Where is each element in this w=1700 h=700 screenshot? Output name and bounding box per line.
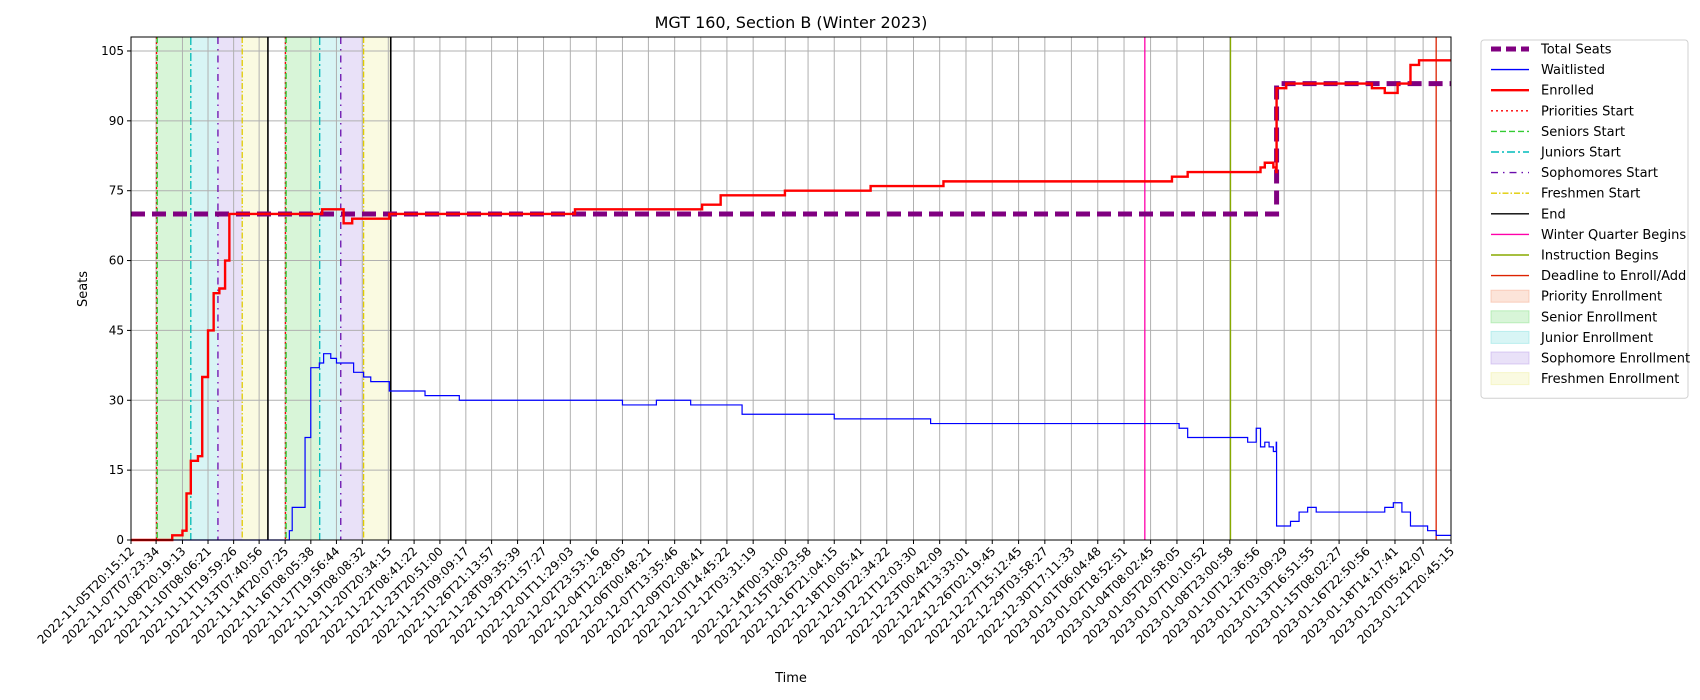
shade-junior-enrollment-0	[190, 37, 218, 540]
shade-senior-enrollment-1	[286, 37, 320, 540]
legend-label: Seniors Start	[1541, 125, 1625, 140]
legend-label: Enrolled	[1541, 84, 1594, 99]
legend-label: Senior Enrollment	[1541, 310, 1657, 325]
y-tick-label: 15	[109, 463, 124, 477]
plot-area-frame	[130, 36, 1452, 541]
legend-label: Priority Enrollment	[1541, 290, 1662, 305]
legend-label: Junior Enrollment	[1540, 331, 1653, 346]
shade-freshmen-enrollment-1	[363, 37, 391, 540]
legend-label: End	[1541, 207, 1566, 222]
legend-swatch	[1490, 372, 1530, 386]
legend-label: Instruction Begins	[1541, 249, 1659, 264]
x-axis-ticks: 2022-11-05T20:15:122022-11-07T07:23:3420…	[35, 540, 1457, 647]
shade-freshmen-enrollment-0	[242, 37, 268, 540]
series-enrolled	[131, 59, 1451, 542]
y-tick-label: 90	[109, 114, 124, 128]
y-axis-label: Seats	[76, 271, 91, 307]
legend-label: Deadline to Enroll/Add	[1541, 269, 1686, 284]
shade-junior-enrollment-1	[319, 37, 341, 540]
y-tick-label: 45	[109, 323, 124, 337]
legend-frame	[1480, 39, 1689, 399]
legend-label: Priorities Start	[1541, 104, 1634, 119]
legend-label: Winter Quarter Begins	[1541, 228, 1686, 243]
y-tick-label: 0	[116, 533, 124, 547]
legend-swatch	[1490, 351, 1530, 365]
legend-label: Total Seats	[1540, 43, 1612, 58]
shade-senior-enrollment-0	[157, 37, 191, 540]
legend-swatch	[1490, 310, 1530, 324]
legend-swatch	[1490, 330, 1530, 344]
legend-label: Sophomores Start	[1541, 166, 1658, 181]
legend-label: Sophomore Enrollment	[1541, 352, 1690, 367]
legend-label: Juniors Start	[1540, 146, 1621, 161]
legend: Total Seats Waitlisted Enrolled Priorities …	[1480, 39, 1690, 399]
y-tick-label: 75	[109, 184, 124, 198]
legend-label: Freshmen Enrollment	[1541, 372, 1679, 387]
legend-label: Waitlisted	[1541, 63, 1605, 78]
legend-label: Freshmen Start	[1541, 187, 1640, 202]
y-axis-ticks: 0 15 30 45 60 75 90 105	[101, 44, 131, 547]
shade-sophomore-enrollment-1	[340, 37, 364, 540]
legend-swatch	[1490, 289, 1530, 303]
series-waitlisted	[131, 353, 1451, 541]
chart-title: MGT 160, Section B (Winter 2023)	[655, 13, 928, 32]
x-axis-label: Time	[774, 671, 807, 686]
y-tick-label: 105	[101, 44, 124, 58]
y-tick-label: 30	[109, 393, 124, 407]
y-tick-label: 60	[109, 254, 124, 268]
data-series	[131, 59, 1451, 542]
event-lines	[155, 37, 1437, 540]
